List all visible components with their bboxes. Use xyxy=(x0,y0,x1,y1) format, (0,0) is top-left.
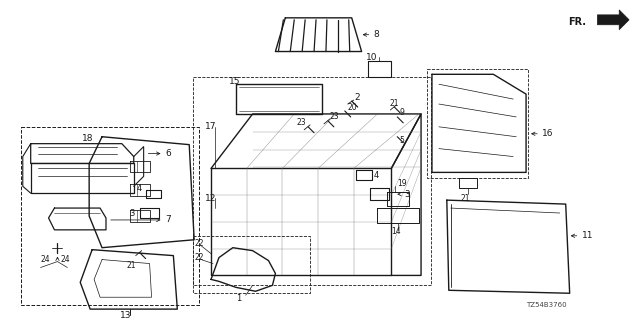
Text: 21: 21 xyxy=(127,261,136,270)
Text: 19: 19 xyxy=(397,179,407,188)
Text: 24: 24 xyxy=(60,255,70,264)
Text: 3: 3 xyxy=(130,209,135,218)
Text: 5: 5 xyxy=(399,136,404,145)
Text: 21: 21 xyxy=(461,194,470,203)
Text: 17: 17 xyxy=(205,122,216,131)
Polygon shape xyxy=(597,10,629,30)
Text: 12: 12 xyxy=(205,194,216,203)
Text: 9: 9 xyxy=(399,108,404,117)
Text: 1: 1 xyxy=(236,294,241,303)
Text: 10: 10 xyxy=(365,53,377,62)
Text: 20: 20 xyxy=(348,102,357,111)
Text: 8: 8 xyxy=(374,30,380,39)
Text: 14: 14 xyxy=(391,227,401,236)
Text: 7: 7 xyxy=(166,215,171,224)
Text: 11: 11 xyxy=(582,231,593,240)
Text: 23: 23 xyxy=(330,112,340,121)
Text: 4: 4 xyxy=(374,171,379,180)
Text: FR.: FR. xyxy=(568,17,586,27)
Text: 24: 24 xyxy=(40,255,50,264)
Text: 6: 6 xyxy=(166,149,171,158)
Text: 18: 18 xyxy=(82,134,93,143)
Text: 13: 13 xyxy=(120,310,131,320)
Text: 21: 21 xyxy=(389,99,399,108)
Text: 22: 22 xyxy=(194,239,204,248)
Text: 15: 15 xyxy=(229,77,241,86)
Text: 2: 2 xyxy=(355,92,360,101)
Text: 3: 3 xyxy=(404,190,410,199)
Text: 23: 23 xyxy=(296,118,306,127)
Text: 16: 16 xyxy=(542,129,554,138)
Text: TZ54B3760: TZ54B3760 xyxy=(526,302,566,308)
Text: 4: 4 xyxy=(137,184,142,193)
Text: 22: 22 xyxy=(194,253,204,262)
